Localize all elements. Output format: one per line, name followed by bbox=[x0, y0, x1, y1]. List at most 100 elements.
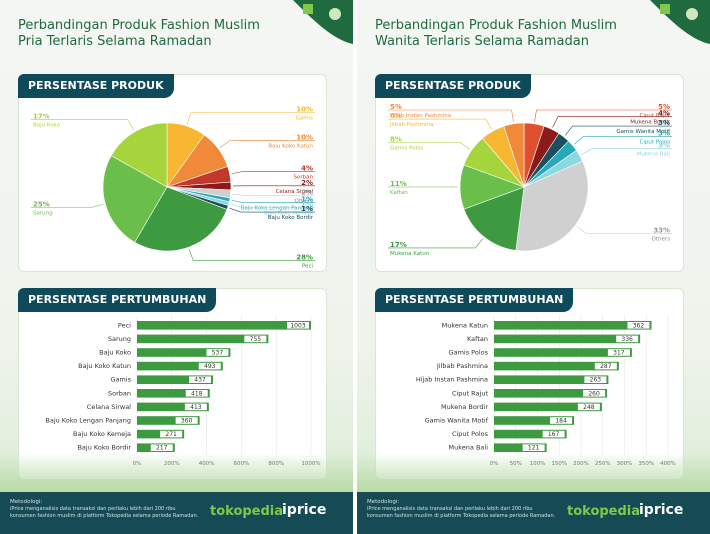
pie-leader-line bbox=[564, 125, 672, 136]
pie-category-label: Celana Sirwal bbox=[276, 189, 314, 195]
pie-category-label: Others bbox=[295, 198, 314, 204]
pie-category-label: Hijab Instan Pashmina bbox=[390, 113, 451, 119]
category-label: Ciput Rajut bbox=[452, 389, 488, 397]
pie-percent-label: 4% bbox=[301, 164, 313, 172]
pie-percent-label: 10% bbox=[296, 134, 313, 142]
bar-celana-sirwal bbox=[137, 402, 209, 412]
value-label-background bbox=[583, 390, 606, 397]
value-label: 121 bbox=[528, 445, 540, 452]
pie-percent-label: 28% bbox=[296, 253, 313, 261]
pie-category-label: Baju Koko Katun bbox=[268, 144, 313, 150]
category-label: Kaftan bbox=[467, 335, 488, 343]
title-line-2: Wanita Terlaris Selama Ramadan bbox=[375, 34, 589, 49]
pie-slice-hijab-instan-pashmina bbox=[503, 122, 525, 188]
pie-category-label: Baju Koko Lengan Panjang bbox=[241, 206, 313, 212]
pie-percent-label: 3% bbox=[658, 119, 670, 127]
pie-category-label: Peci bbox=[302, 263, 314, 269]
pie-leader-line bbox=[388, 118, 492, 130]
pie-category-label: Baju Koko bbox=[33, 123, 61, 129]
category-label: Mukena Bordir bbox=[441, 403, 488, 411]
value-label-background bbox=[577, 403, 600, 411]
pie-leader-line bbox=[31, 119, 134, 131]
value-label: 184 bbox=[555, 418, 567, 425]
bar-ciput-rajut bbox=[494, 389, 608, 398]
tokopedia-logo: tokopedia bbox=[567, 504, 641, 519]
pie-percent-label: 33% bbox=[653, 227, 670, 235]
pie-leader-line bbox=[552, 116, 672, 128]
category-label: Baju Koko Lengan Panjang bbox=[45, 417, 131, 425]
category-label: Peci bbox=[118, 321, 131, 329]
value-label: 537 bbox=[212, 350, 224, 357]
pie-leader-line bbox=[388, 238, 484, 249]
pie-leader-line bbox=[230, 203, 315, 208]
page-title: Perbandingan Produk Fashion Muslim Wanit… bbox=[375, 18, 645, 50]
pie-slice-sarung bbox=[102, 155, 168, 243]
pie-leader-line bbox=[388, 142, 471, 150]
value-label-background bbox=[175, 417, 198, 424]
value-label: 263 bbox=[590, 377, 602, 384]
value-label-background bbox=[244, 335, 267, 343]
value-label-background bbox=[287, 322, 309, 329]
category-label: Gamis Wanita Motif bbox=[425, 417, 489, 425]
bar-gamis bbox=[137, 375, 214, 384]
pie-category-label: Gamis Polos bbox=[390, 145, 424, 151]
bar-baju-koko-katun bbox=[137, 361, 223, 371]
methodology-text: iPrice menganalisis data transaksi dan p… bbox=[367, 506, 556, 519]
page-title: Perbandingan Produk Fashion Muslim Pria … bbox=[18, 18, 288, 50]
pie-percent-label: 25% bbox=[33, 200, 50, 208]
pie-category-label: Baju Koko Bordir bbox=[268, 215, 314, 221]
category-label: Baju Koko Katun bbox=[78, 362, 131, 370]
value-label: 360 bbox=[181, 418, 193, 425]
pie-slice-mukena-katun bbox=[463, 186, 525, 251]
value-label-background bbox=[189, 376, 212, 383]
category-label: Sorban bbox=[108, 389, 131, 397]
pie-leader-line bbox=[31, 203, 104, 208]
pie-category-label: Mukena Bordir bbox=[630, 120, 671, 126]
value-label-background bbox=[550, 417, 573, 424]
category-label: Mukena Katun bbox=[442, 321, 488, 329]
value-label-background bbox=[198, 362, 221, 370]
pie-leader-line bbox=[388, 109, 514, 122]
panel-divider bbox=[353, 0, 357, 534]
pie-percent-label: 10% bbox=[296, 106, 313, 114]
title-line-2: Pria Terlaris Selama Ramadan bbox=[18, 34, 212, 49]
pie-leader-line bbox=[232, 193, 315, 196]
bar-gamis-polos bbox=[494, 348, 632, 357]
pie-percent-label: 2% bbox=[301, 188, 313, 196]
value-label: 413 bbox=[190, 404, 202, 411]
pie-category-label: Ciput Polos bbox=[640, 139, 671, 145]
product-share-card: PERSENTASE PRODUK 10% Gamis 10% Baju Koko K… bbox=[18, 74, 327, 272]
value-label-background bbox=[522, 444, 545, 451]
bar-peci bbox=[137, 321, 311, 330]
pie-percent-label: 17% bbox=[390, 241, 407, 249]
pie-leader-line bbox=[219, 140, 315, 148]
title-line-1: Perbandingan Produk Fashion Muslim bbox=[375, 18, 617, 33]
value-label: 317 bbox=[613, 350, 625, 357]
value-label-background bbox=[150, 444, 173, 451]
bar-sorban bbox=[137, 389, 210, 398]
bar-ciput-polos bbox=[494, 429, 567, 439]
pie-leader-line bbox=[231, 171, 315, 175]
pie-leader-line bbox=[581, 148, 672, 155]
value-label: 248 bbox=[583, 404, 595, 411]
pie-leader-line bbox=[534, 109, 672, 122]
category-label: Baju Koko bbox=[99, 349, 131, 357]
pie-leader-line bbox=[186, 112, 315, 125]
value-label-background bbox=[594, 362, 617, 370]
value-label: 167 bbox=[548, 431, 560, 438]
pie-category-label: Sorban bbox=[294, 174, 314, 180]
pie-category-label: Kaftan bbox=[390, 190, 408, 196]
pie-percent-label: 1% bbox=[301, 196, 313, 204]
product-share-card: PERSENTASE PRODUK 5% Ciput Rajut 4% Mukena … bbox=[375, 74, 684, 272]
category-label: Mukena Bali bbox=[449, 444, 489, 452]
corner-illustration-icon bbox=[293, 0, 353, 44]
value-label: 217 bbox=[156, 445, 168, 452]
city-skyline-decoration bbox=[357, 452, 710, 492]
bar-header: PERSENTASE PERTUMBUHAN bbox=[18, 288, 217, 312]
category-label: Sarung bbox=[108, 335, 131, 343]
category-label: Hijab Instan Pashmina bbox=[416, 376, 488, 384]
category-label: Ciput Polos bbox=[452, 430, 489, 438]
pie-leader-line bbox=[231, 199, 315, 203]
